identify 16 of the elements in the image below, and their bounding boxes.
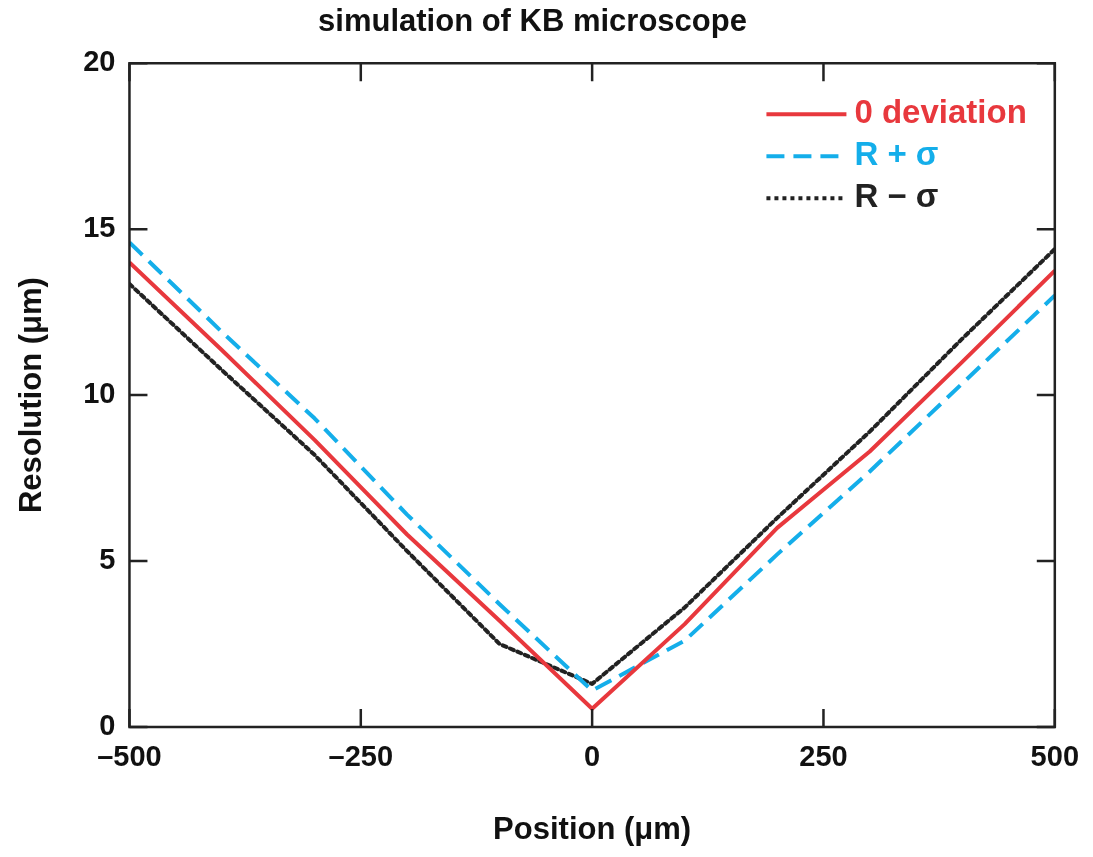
legend-label: R − σ	[854, 177, 939, 215]
chart-title: simulation of KB microscope	[318, 3, 747, 39]
legend-label: 0 deviation	[854, 93, 1027, 131]
x-tick-label: 250	[799, 740, 848, 773]
x-tick-label: 0	[584, 740, 601, 773]
y-tick-label: 5	[99, 543, 116, 576]
y-tick-label: 0	[99, 709, 116, 741]
y-axis-title: Resolution (μm)	[13, 277, 49, 514]
x-tick-label: –250	[328, 740, 394, 773]
legend-label: R + σ	[854, 135, 939, 173]
y-tick-label: 10	[83, 377, 116, 410]
x-axis-title: Position (μm)	[493, 810, 692, 846]
y-tick-label: 20	[83, 45, 116, 78]
y-tick-label: 15	[83, 211, 116, 244]
x-tick-label: –500	[97, 740, 162, 773]
x-tick-label: 500	[1030, 740, 1079, 773]
